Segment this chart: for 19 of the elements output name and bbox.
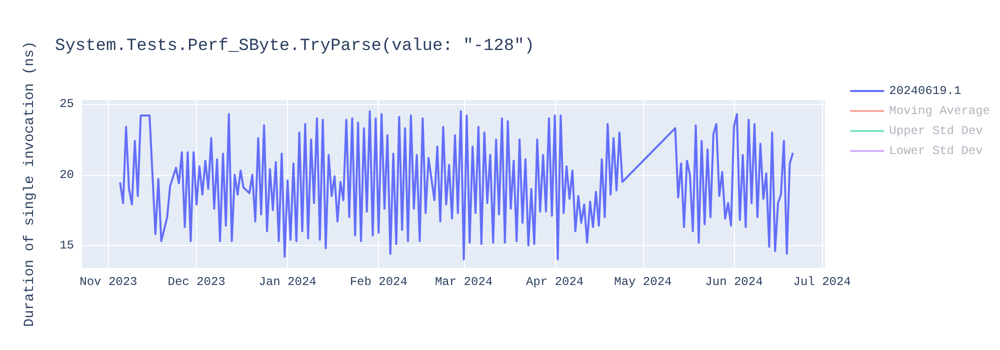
x-tick-label: Jul 2024 xyxy=(793,275,851,289)
x-tick-label: Jun 2024 xyxy=(705,275,763,289)
y-tick-label: 20 xyxy=(60,168,74,182)
y-tick-label: 25 xyxy=(60,97,74,112)
x-tick-label: Mar 2024 xyxy=(434,275,493,289)
x-tick-label: Apr 2024 xyxy=(526,275,584,289)
x-tick-label: May 2024 xyxy=(614,275,672,289)
x-tick-label: Jan 2024 xyxy=(258,275,316,289)
legend-label: Upper Std Dev xyxy=(889,124,983,138)
line-series xyxy=(119,110,794,261)
x-tick-label: Dec 2023 xyxy=(168,275,226,289)
x-tick-label: Feb 2024 xyxy=(350,275,408,289)
y-axis-title: Duration of single invocation (ns) xyxy=(22,41,38,327)
y-tick-label: 15 xyxy=(60,238,74,252)
legend-label: Moving Average xyxy=(889,104,990,118)
chart-title: System.Tests.Perf_SByte.TryParse(value: "-128") xyxy=(55,37,534,56)
x-tick-label: Nov 2023 xyxy=(80,275,138,289)
legend-label: Lower Std Dev xyxy=(889,144,983,158)
legend-label: 20240619.1 xyxy=(889,84,962,98)
